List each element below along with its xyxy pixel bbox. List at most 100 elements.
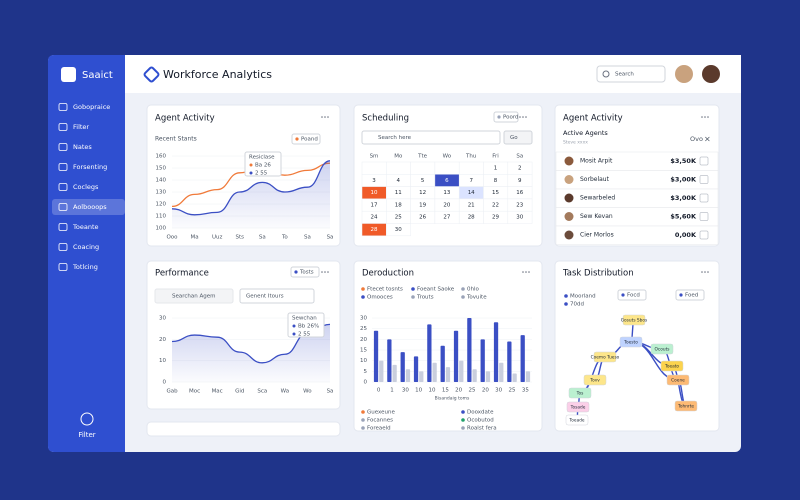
menu-dot <box>321 116 323 118</box>
select-field[interactable] <box>239 288 315 304</box>
calendar-cell[interactable] <box>410 161 436 175</box>
title-icon <box>143 66 160 83</box>
x-tick-label: 10 <box>429 388 436 394</box>
nav-item[interactable]: Aolbooops <box>73 203 107 211</box>
card-title: Deroduction <box>362 269 414 279</box>
x-tick-label: Sts <box>235 235 244 241</box>
bar <box>525 371 531 382</box>
calendar-cell[interactable] <box>361 161 387 175</box>
calendar-day: 14 <box>468 190 475 196</box>
menu-dot <box>525 116 527 118</box>
flow-node[interactable] <box>650 343 674 355</box>
nav-item[interactable]: Totlcing <box>72 263 98 271</box>
menu-dot <box>324 116 326 118</box>
calendar-cell[interactable] <box>458 161 484 175</box>
search-field[interactable] <box>154 288 234 304</box>
flow-node[interactable] <box>565 414 589 426</box>
flow-node[interactable] <box>568 387 592 399</box>
calendar-cell[interactable] <box>386 223 411 237</box>
nav-item[interactable]: Forsenting <box>73 163 107 171</box>
bar <box>379 360 384 382</box>
chip[interactable] <box>290 266 320 278</box>
row-dropdown[interactable] <box>699 156 709 166</box>
calendar-search[interactable] <box>361 130 501 145</box>
legend-dot <box>461 426 465 430</box>
nav-item[interactable]: Coacing <box>73 243 99 251</box>
search-placeholder: Search here <box>378 135 412 141</box>
chip[interactable] <box>617 289 647 301</box>
sidebar-footer[interactable]: Filter <box>78 431 95 439</box>
nav-item[interactable]: Gobopraice <box>73 103 110 111</box>
avatar[interactable] <box>675 65 693 83</box>
agent-value: $3,00K <box>670 194 697 202</box>
calendar-cell[interactable] <box>507 210 533 224</box>
flow-node[interactable] <box>622 314 646 326</box>
section-caption: Steve xxxx <box>563 140 588 146</box>
flow-node[interactable] <box>583 374 607 386</box>
nav-item[interactable]: Nates <box>73 143 92 151</box>
legend-dot <box>564 294 568 298</box>
flow-node[interactable] <box>619 336 643 348</box>
chip[interactable] <box>675 289 705 301</box>
x-tick-label: Ooo <box>166 235 178 241</box>
node-label: Toeato <box>664 364 679 370</box>
chip-dot <box>295 137 299 141</box>
chip[interactable] <box>291 133 321 145</box>
bar <box>507 341 512 382</box>
legend-label: 70dd <box>570 302 584 308</box>
flow-node[interactable] <box>660 360 684 372</box>
calendar-cell[interactable] <box>434 161 460 175</box>
x-tick-label: 30 <box>402 388 409 394</box>
chip-label: Poand <box>301 137 318 143</box>
bar <box>419 371 424 382</box>
card-subtitle: Recent Stants <box>155 136 197 143</box>
bar <box>400 352 405 382</box>
close-icon: × <box>704 135 711 144</box>
y-tick-label: 30 <box>159 316 166 322</box>
x-tick-label: 15 <box>442 388 449 394</box>
chip[interactable] <box>493 111 519 123</box>
search-box[interactable] <box>596 65 666 83</box>
nav-item[interactable]: Toeante <box>72 223 99 231</box>
nav-icon <box>58 143 68 151</box>
bar <box>405 369 411 382</box>
flow-node[interactable] <box>593 351 617 363</box>
chip-dot <box>497 115 501 119</box>
nav-item[interactable]: Coclegs <box>73 183 99 191</box>
weekday: Sm <box>370 154 379 160</box>
bar <box>453 330 459 382</box>
avatar[interactable] <box>702 65 720 83</box>
bar <box>432 362 437 382</box>
chip-dot <box>294 270 298 274</box>
tooltip-line: Ba 26 <box>255 163 271 169</box>
row-dropdown[interactable] <box>699 193 709 203</box>
agent-name: Cier Morlos <box>580 232 614 239</box>
x-tick-label: 20 <box>482 388 489 394</box>
flow-node[interactable] <box>566 401 590 413</box>
calendar-cell[interactable] <box>386 161 411 175</box>
go-button[interactable] <box>503 130 533 145</box>
agent-name: Sorbelaut <box>580 176 610 183</box>
calendar-day: 4 <box>397 178 401 184</box>
calendar-day: 8 <box>494 178 498 184</box>
nav-icon <box>58 223 68 231</box>
flow-node[interactable] <box>674 400 698 412</box>
chip-label: Tosts <box>299 270 314 276</box>
calendar-day: 19 <box>419 202 426 208</box>
y-tick-label: 10 <box>360 358 367 364</box>
legend-dot <box>564 302 568 306</box>
tooltip-dot <box>249 163 253 167</box>
menu-dot <box>525 271 527 273</box>
node-label: Ocouts <box>654 347 670 353</box>
nav-item[interactable]: Filter <box>73 123 89 131</box>
row-dropdown[interactable] <box>699 175 709 184</box>
row-dropdown[interactable] <box>699 212 709 221</box>
card-title: Agent Activity <box>563 114 623 124</box>
page-title: Workforce Analytics <box>163 68 272 81</box>
calendar-day: 2 <box>518 166 522 172</box>
agent-row[interactable] <box>555 225 719 245</box>
row-dropdown[interactable] <box>699 230 709 240</box>
menu-dot <box>327 271 329 273</box>
flow-node[interactable] <box>666 374 690 386</box>
legend-label: Moorland <box>570 294 596 300</box>
